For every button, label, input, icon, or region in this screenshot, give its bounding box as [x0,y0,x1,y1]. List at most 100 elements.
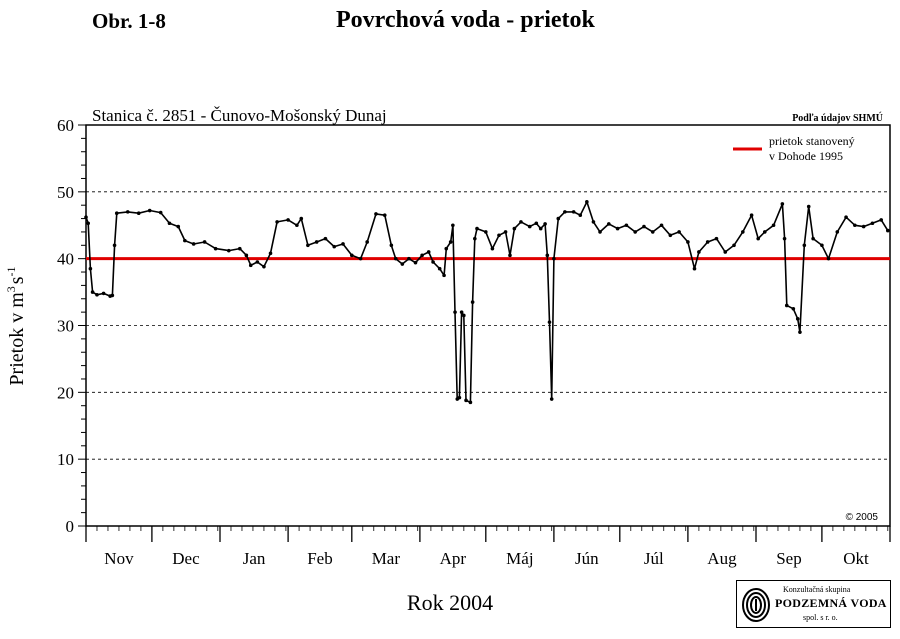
discharge-point [771,223,776,228]
discharge-point [692,266,697,271]
discharge-point [723,250,728,254]
discharge-point [512,226,517,231]
x-tick-label: Apr [440,549,467,568]
discharge-point [697,250,701,254]
figure-title: Povrchová voda - prietok [336,7,595,33]
discharge-point [468,400,473,405]
discharge-point [431,260,435,264]
y-tick-label: 20 [57,383,74,402]
discharge-point [714,236,719,241]
discharge-point [749,213,754,218]
discharge-point [490,246,495,251]
discharge-point [136,211,141,216]
discharge-point [262,264,266,269]
legend-label-line1: prietok stanovený [769,134,855,148]
discharge-point [624,223,629,228]
discharge-point [323,236,328,241]
discharge-point [886,228,890,233]
discharge-point [470,300,475,304]
discharge-point [791,306,796,311]
discharge-point [503,230,508,234]
figure-label: Obr. 1-8 [92,9,166,33]
discharge-point [545,253,550,258]
x-tick-label: Nov [104,549,134,568]
logo-sub-text: spol. s r. o. [803,613,838,622]
discharge-point [213,246,218,251]
discharge-point [255,260,260,264]
discharge-point [112,243,117,248]
y-tick-label: 30 [57,317,74,336]
discharge-point [870,221,875,226]
y-tick-label: 0 [66,517,75,536]
x-axis-title: Rok 2004 [406,590,494,615]
discharge-point [538,226,543,231]
discharge-point [125,210,130,214]
discharge-point [158,210,163,215]
discharge-point [176,224,181,229]
x-tick-label: Feb [307,549,333,568]
discharge-point [350,253,354,258]
copyright-note: © 2005 [846,512,879,523]
discharge-point [543,222,547,226]
discharge-point [756,236,760,241]
discharge-point [563,210,567,214]
x-axis: Nov Dec Jan Feb Mar Apr Máj Jún Júl Aug Sep Okt [85,526,891,568]
discharge-point [534,221,539,226]
grid-lines [86,191,890,460]
series-layer [84,200,890,405]
discharge-point [400,262,405,266]
discharge-point [442,273,446,278]
discharge-point [650,230,655,234]
x-tick-label: Okt [843,549,869,568]
discharge-point [110,293,115,298]
discharge-point [183,238,187,243]
discharge-point [332,244,337,249]
discharge-point [633,230,637,234]
discharge-point [677,230,681,234]
discharge-point [835,230,840,234]
discharge-point [114,211,119,216]
discharge-point [407,256,411,261]
discharge-point [668,233,673,238]
discharge-point [202,240,207,244]
discharge-point [473,236,477,241]
discharge-point [286,218,290,222]
discharge-point [268,251,273,256]
discharge-point [795,317,800,321]
y-tick-label: 50 [57,183,74,202]
discharge-point [426,250,431,254]
y-tick-label: 40 [57,250,74,269]
discharge-point [275,220,279,224]
discharge-point [299,216,304,221]
discharge-point [844,215,848,220]
discharge-point [226,248,231,253]
discharge-point [598,230,602,234]
fingerprint-icon [742,588,770,622]
discharge-point [314,240,319,244]
discharge-point [571,210,576,214]
discharge-point [248,263,253,268]
x-tick-label: Aug [707,549,737,568]
discharge-point [659,223,664,228]
discharge-point [853,223,857,228]
discharge-point [90,290,95,294]
logo-name: PODZEMNÁ VODA [775,596,887,610]
discharge-point [358,256,363,261]
x-tick-label: Mar [372,549,401,568]
x-tick-label: Jan [243,549,266,568]
y-tick-label: 60 [57,116,74,135]
x-tick-label: Jún [575,549,599,568]
discharge-point [556,216,561,221]
discharge-point [762,230,767,234]
discharge-point [464,398,468,403]
discharge-point [86,221,90,226]
discharge-point [295,223,299,228]
discharge-point [101,291,106,296]
discharge-point [527,224,532,229]
discharge-point [552,256,556,261]
discharge-point [365,240,369,244]
x-tick-label: Sep [776,549,802,568]
discharge-point [374,212,378,216]
discharge-point [705,240,710,244]
discharge-point [798,330,802,334]
